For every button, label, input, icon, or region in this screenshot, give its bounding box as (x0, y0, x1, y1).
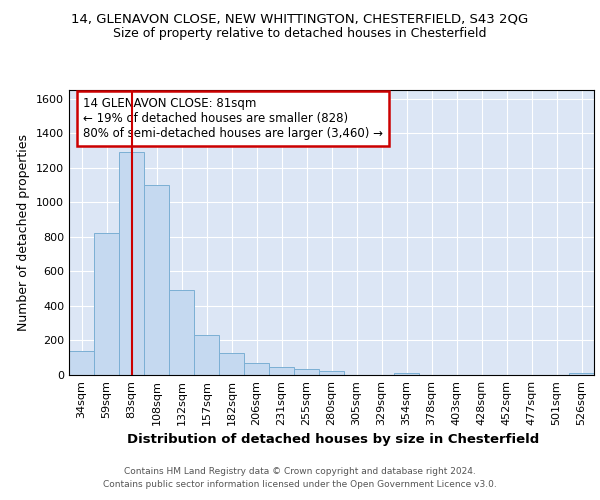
Text: Contains public sector information licensed under the Open Government Licence v3: Contains public sector information licen… (103, 480, 497, 489)
Bar (294, 370, 319, 375)
Bar (119, 152, 144, 375)
Bar (94, 234, 119, 375)
Bar (244, 363, 269, 375)
Bar (69, 351, 94, 375)
Y-axis label: Number of detached properties: Number of detached properties (17, 134, 31, 331)
Bar (394, 372, 419, 375)
Bar (219, 352, 244, 375)
Text: Size of property relative to detached houses in Chesterfield: Size of property relative to detached ho… (113, 28, 487, 40)
Text: 14, GLENAVON CLOSE, NEW WHITTINGTON, CHESTERFIELD, S43 2QG: 14, GLENAVON CLOSE, NEW WHITTINGTON, CHE… (71, 12, 529, 26)
Text: Distribution of detached houses by size in Chesterfield: Distribution of detached houses by size … (127, 432, 539, 446)
Text: 14 GLENAVON CLOSE: 81sqm
← 19% of detached houses are smaller (828)
80% of semi-: 14 GLENAVON CLOSE: 81sqm ← 19% of detach… (83, 97, 383, 140)
Bar (319, 371, 344, 375)
Bar (569, 372, 594, 375)
Bar (269, 366, 294, 375)
Bar (144, 185, 169, 375)
Bar (169, 290, 194, 375)
Bar (194, 336, 219, 375)
Text: Contains HM Land Registry data © Crown copyright and database right 2024.: Contains HM Land Registry data © Crown c… (124, 467, 476, 476)
